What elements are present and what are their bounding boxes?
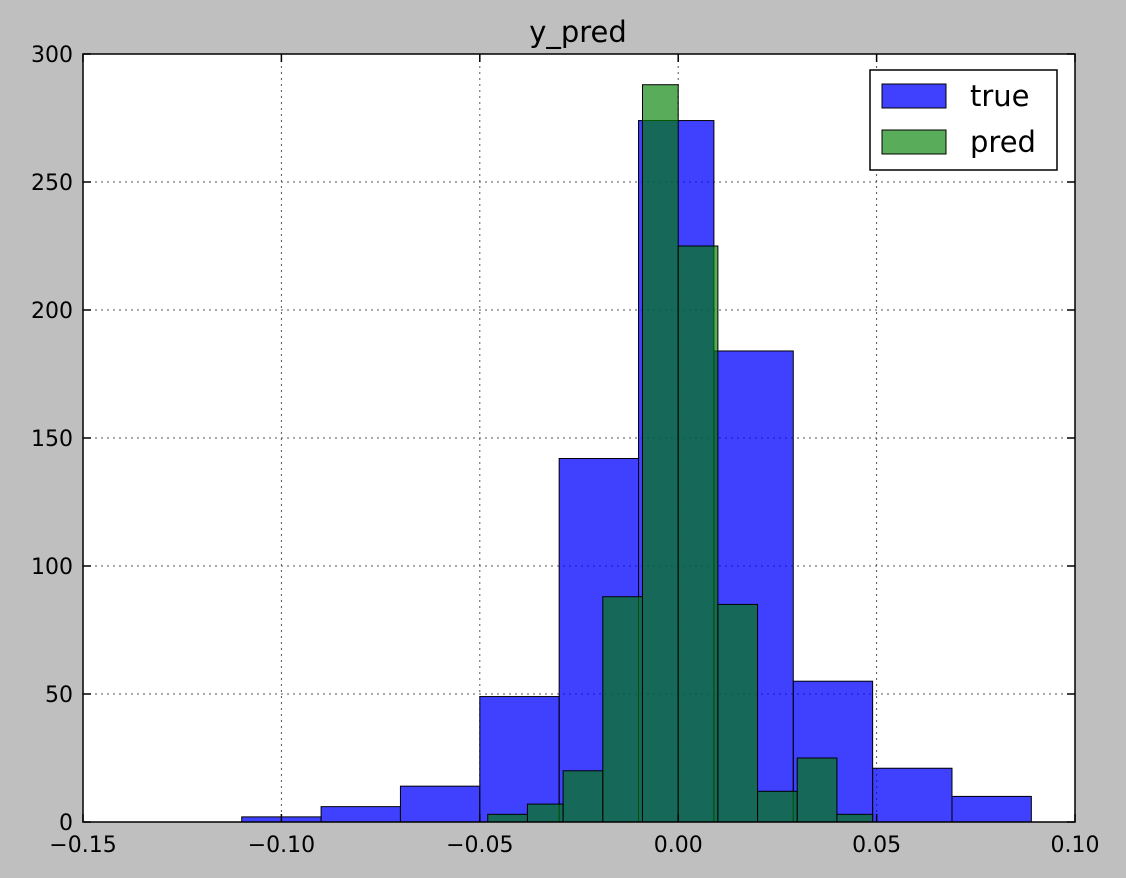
bar-pred bbox=[757, 790, 798, 823]
bar-true bbox=[951, 795, 1032, 823]
bar-pred bbox=[562, 770, 604, 823]
bar-pred bbox=[796, 757, 838, 823]
x-tick-label: −0.05 bbox=[446, 833, 513, 858]
axis-ticks: −0.15 −0.10 −0.05 0.00 0.05 0.10 0 50 100 150 200 2… bbox=[31, 43, 1099, 858]
y-tick-label: 250 bbox=[31, 171, 73, 196]
legend-swatch-pred bbox=[881, 129, 947, 155]
y-tick-label: 200 bbox=[31, 299, 73, 324]
x-tick-label: 0.10 bbox=[1051, 833, 1100, 858]
y-tick-label: 150 bbox=[31, 427, 73, 452]
bar-pred bbox=[717, 603, 759, 823]
x-tick-label: −0.10 bbox=[248, 833, 315, 858]
bar-pred bbox=[677, 245, 719, 823]
x-tick-label: 0.05 bbox=[852, 833, 901, 858]
y-tick-label: 0 bbox=[59, 811, 73, 836]
x-tick-label: 0.00 bbox=[654, 833, 703, 858]
bar-pred bbox=[641, 84, 679, 823]
bar-true bbox=[320, 806, 401, 823]
chart-title: y_pred bbox=[529, 15, 627, 49]
y-tick-label: 50 bbox=[45, 683, 73, 708]
legend: true pred bbox=[869, 69, 1058, 171]
x-tick-label: −0.15 bbox=[49, 833, 116, 858]
bars bbox=[241, 84, 1032, 823]
bar-pred bbox=[602, 596, 643, 823]
legend-swatch-true bbox=[881, 83, 947, 109]
bar-pred bbox=[526, 803, 564, 823]
bar-pred bbox=[487, 813, 528, 823]
bar-pred bbox=[836, 813, 874, 823]
legend-label-true: true bbox=[970, 79, 1030, 113]
legend-label-pred: pred bbox=[970, 125, 1036, 159]
bar-true bbox=[399, 785, 481, 823]
bar-true bbox=[479, 696, 560, 823]
y-tick-label: 300 bbox=[31, 43, 73, 68]
bar-true bbox=[872, 767, 953, 823]
series-pred-bars bbox=[487, 84, 874, 823]
y-tick-label: 100 bbox=[31, 555, 73, 580]
